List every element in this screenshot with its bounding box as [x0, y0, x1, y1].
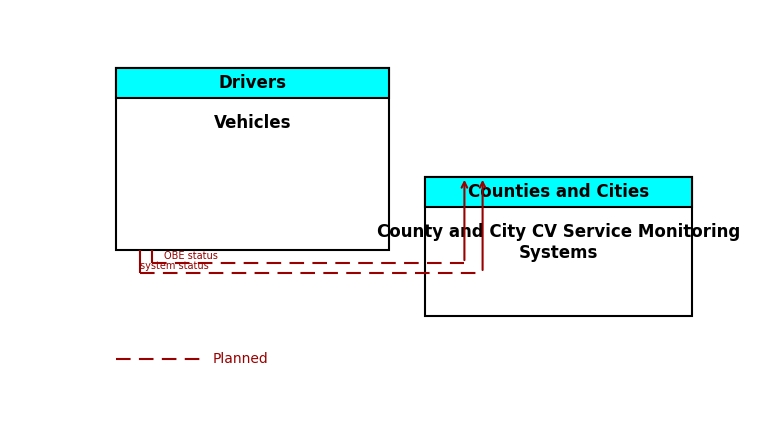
Text: Vehicles: Vehicles	[213, 114, 291, 132]
Text: OBE status: OBE status	[164, 251, 218, 261]
Bar	[425, 177, 692, 316]
Bar	[116, 68, 389, 250]
Text: Counties and Cities: Counties and Cities	[468, 183, 649, 201]
Bar	[425, 177, 692, 207]
Text: Drivers: Drivers	[218, 74, 286, 92]
Text: Planned: Planned	[213, 352, 269, 366]
Bar	[116, 68, 389, 98]
Text: County and City CV Service Monitoring
Systems: County and City CV Service Monitoring Sy…	[377, 223, 740, 262]
Text: system status: system status	[140, 261, 209, 271]
